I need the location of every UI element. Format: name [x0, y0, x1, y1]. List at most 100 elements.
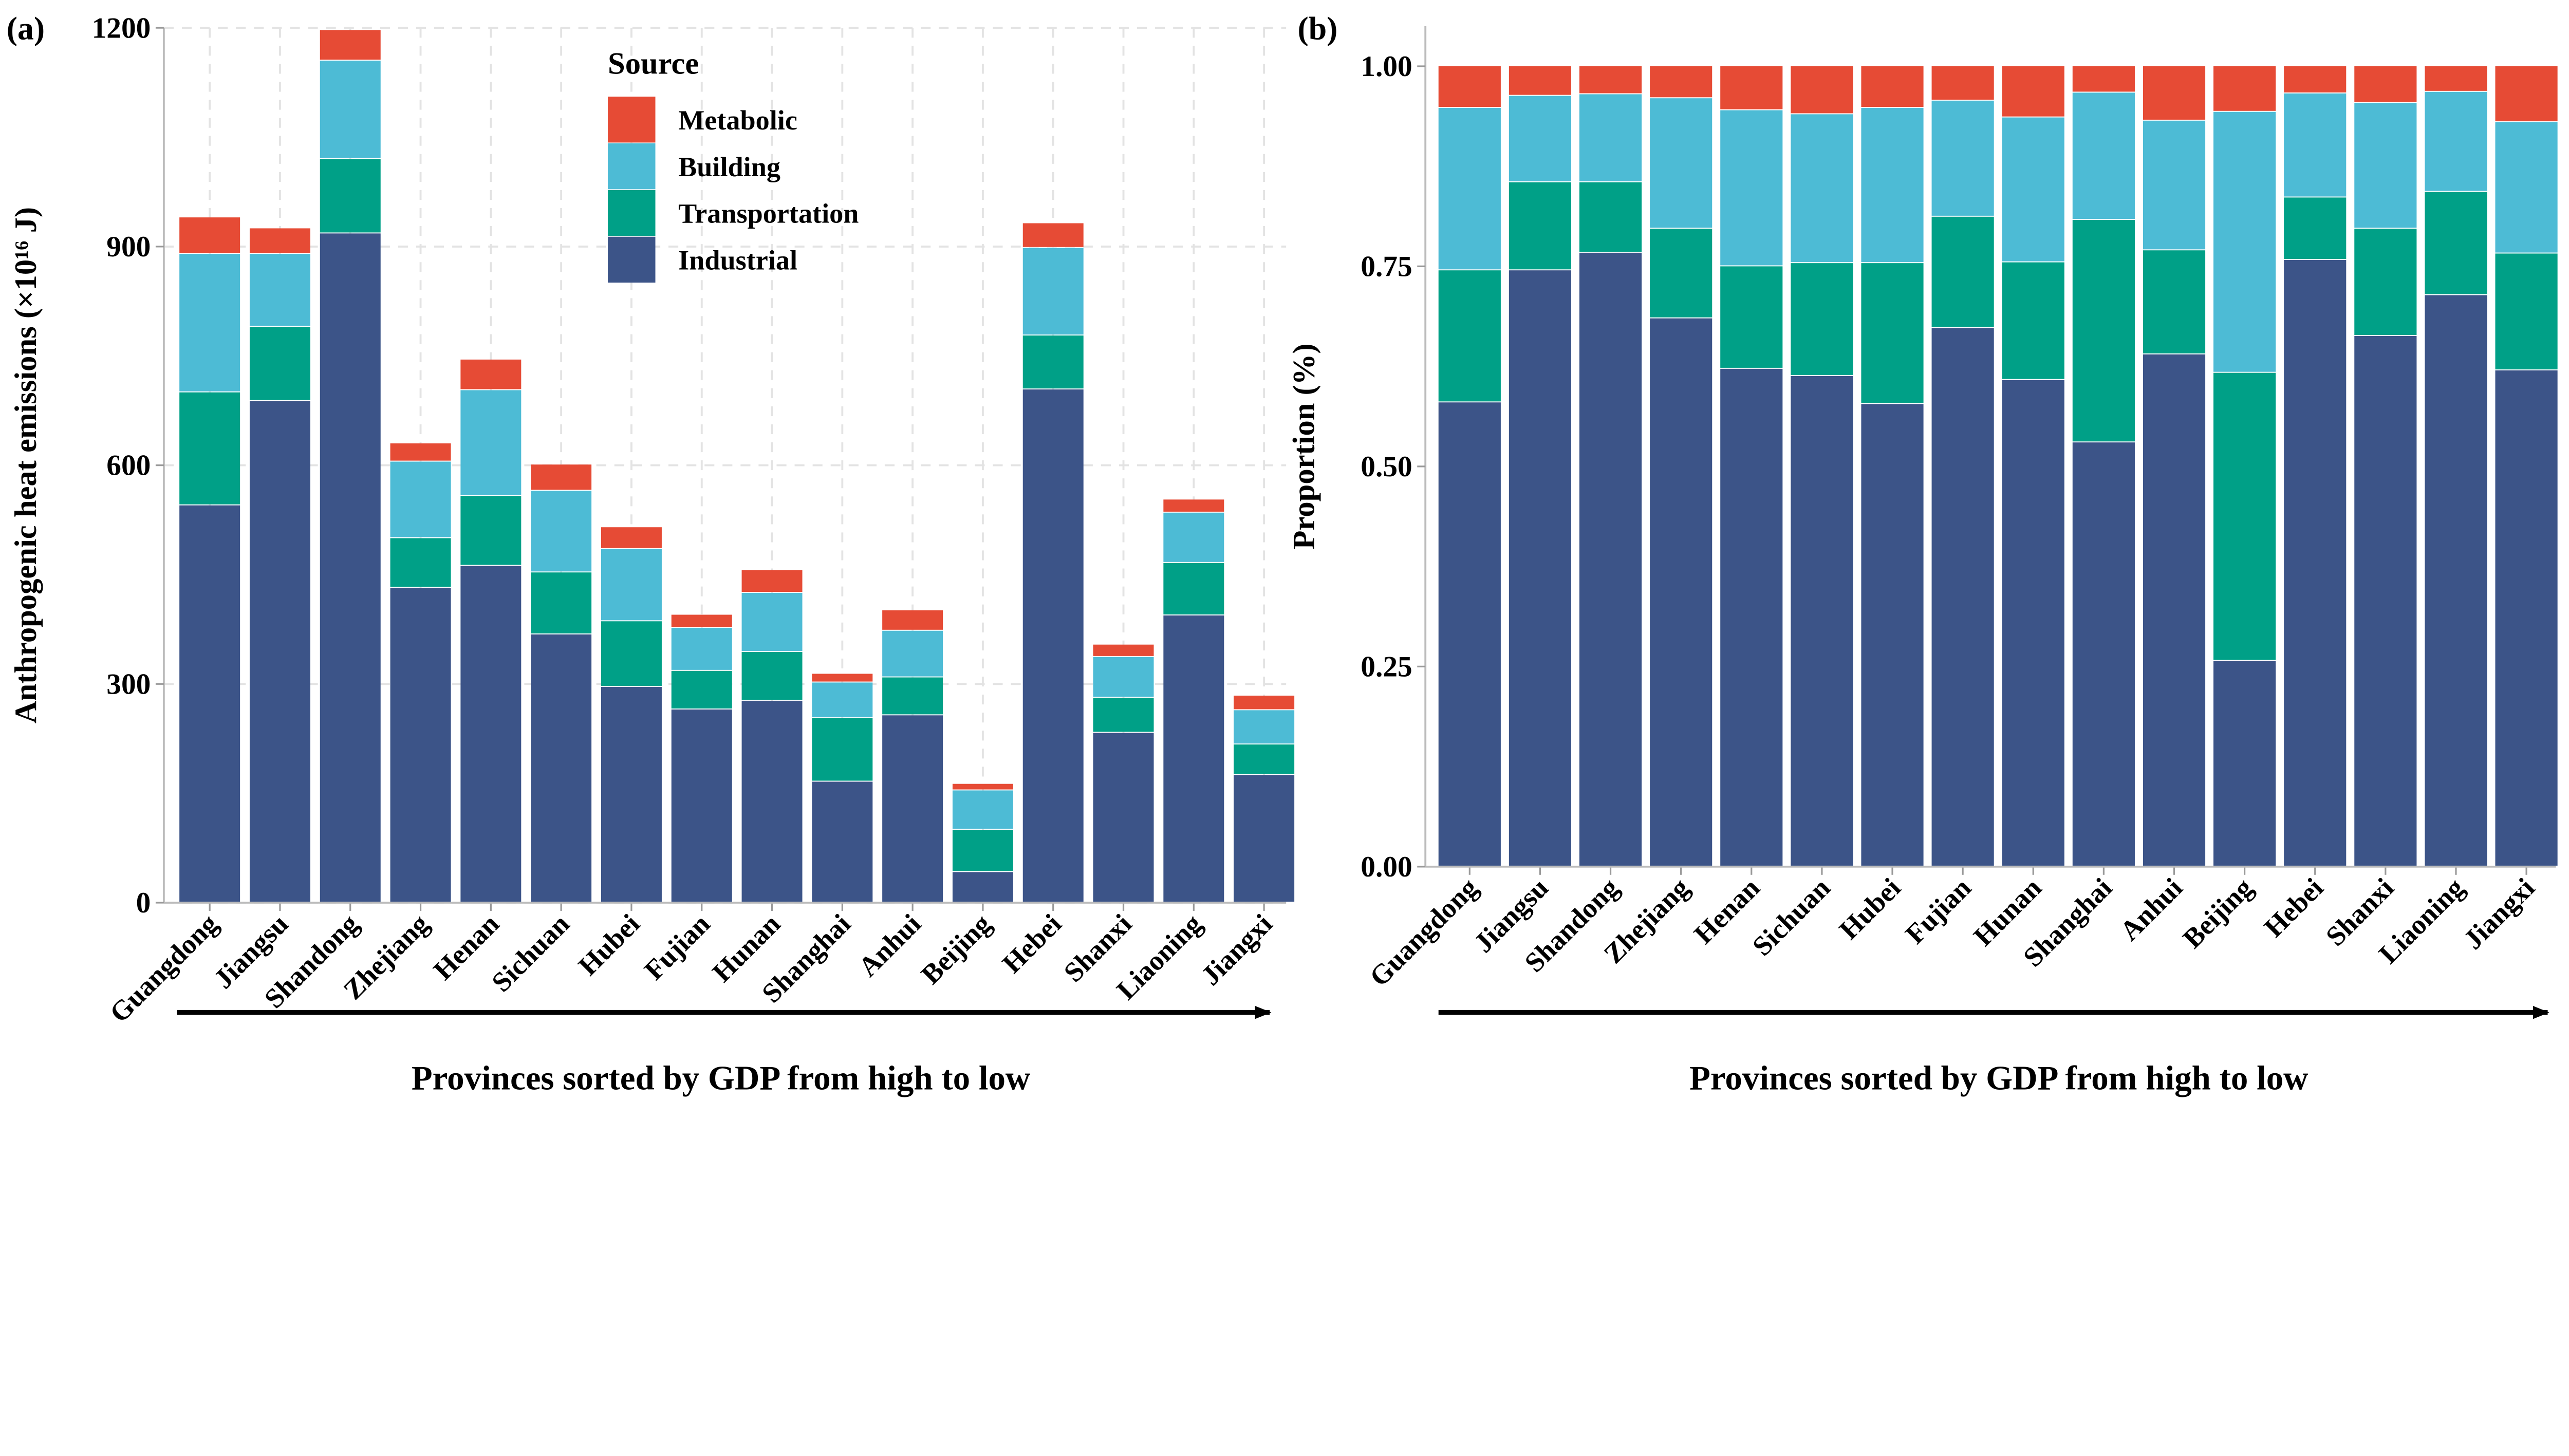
bar-transportation-shanghai: [2072, 220, 2135, 442]
y-tick-label: 0.75: [1361, 251, 1412, 283]
bar-building-hubei: [601, 549, 662, 621]
bar-metabolic-sichuan: [531, 464, 592, 490]
x-tick-label: Sichuan: [486, 908, 575, 998]
x-tick-label: Jiangxi: [1195, 908, 1278, 992]
bar-industrial-guangdong: [179, 505, 240, 902]
bar-building-shanxi: [1093, 657, 1154, 697]
bar-industrial-fujian: [1931, 328, 1994, 866]
bar-building-beijing: [2213, 111, 2276, 372]
bar-transportation-hubei: [601, 621, 662, 686]
bar-building-beijing: [952, 790, 1013, 829]
bar-building-hebei: [2284, 93, 2347, 197]
bar-building-sichuan: [531, 491, 592, 572]
bar-industrial-jiangsu: [249, 401, 310, 902]
bar-metabolic-hubei: [601, 527, 662, 548]
legend-label-industrial: Industrial: [678, 245, 797, 276]
bar-building-fujian: [1931, 100, 1994, 216]
bar-building-liaoning: [1163, 512, 1224, 562]
bar-building-henan: [460, 390, 522, 495]
bar-industrial-anhui: [2143, 354, 2206, 866]
bar-metabolic-liaoning: [1163, 499, 1224, 512]
bar-transportation-shanghai: [812, 718, 873, 781]
x-tick-label: Hebei: [996, 908, 1067, 979]
bar-metabolic-fujian: [671, 614, 732, 627]
legend-swatch-building: [608, 143, 656, 190]
legend-swatch-industrial: [608, 236, 656, 283]
bar-metabolic-jiangxi: [2495, 66, 2558, 122]
bar-building-liaoning: [2425, 91, 2487, 191]
bar-transportation-guangdong: [1438, 270, 1501, 402]
bar-industrial-guangdong: [1438, 402, 1501, 866]
bar-metabolic-anhui: [882, 610, 943, 630]
bar-building-zhejiang: [390, 461, 451, 537]
bar-transportation-jiangxi: [1234, 744, 1295, 774]
bar-transportation-liaoning: [2425, 192, 2487, 294]
bar-metabolic-shanxi: [1093, 644, 1154, 656]
bar-industrial-liaoning: [2425, 295, 2487, 866]
bar-building-zhejiang: [1650, 98, 1712, 228]
bar-building-hunan: [2002, 117, 2064, 262]
bar-transportation-anhui: [2143, 250, 2206, 353]
bar-metabolic-guangdong: [1438, 66, 1501, 107]
bar-metabolic-shandong: [320, 30, 381, 60]
bar-metabolic-liaoning: [2425, 66, 2487, 91]
bar-metabolic-henan: [460, 359, 522, 389]
bar-metabolic-hebei: [2284, 66, 2347, 92]
x-axis-label: Provinces sorted by GDP from high to low: [412, 1059, 1031, 1097]
bar-transportation-hunan: [741, 651, 803, 700]
bar-metabolic-anhui: [2143, 66, 2206, 120]
bar-metabolic-henan: [1720, 66, 1783, 109]
bar-industrial-anhui: [882, 715, 943, 902]
panel-label: (a): [7, 10, 45, 47]
bar-industrial-shandong: [320, 233, 381, 902]
figure: GuangdongJiangsuShandongZhejiangHenanSic…: [7, 10, 2558, 1097]
bar-transportation-shandong: [320, 159, 381, 233]
bar-transportation-zhejiang: [390, 538, 451, 587]
bar-industrial-hunan: [741, 700, 803, 902]
bar-building-shanghai: [812, 682, 873, 718]
bar-metabolic-jiangxi: [1234, 696, 1295, 710]
y-tick-label: 0.50: [1361, 451, 1412, 483]
bar-industrial-hebei: [1022, 389, 1084, 902]
bar-metabolic-hubei: [1861, 66, 1924, 107]
x-tick-label: Hubei: [572, 908, 646, 982]
bar-building-hebei: [1022, 248, 1084, 335]
bar-metabolic-shanghai: [2072, 66, 2135, 92]
bar-building-sichuan: [1791, 114, 1853, 263]
bar-industrial-hubei: [601, 686, 662, 902]
bar-industrial-jiangsu: [1509, 270, 1572, 866]
bar-building-anhui: [882, 630, 943, 677]
bar-industrial-shandong: [1579, 252, 1642, 866]
bar-building-hubei: [1861, 107, 1924, 263]
bar-metabolic-zhejiang: [390, 443, 451, 461]
bar-industrial-shanghai: [2072, 442, 2135, 866]
legend-label-building: Building: [678, 152, 780, 182]
legend-swatch-transportation: [608, 190, 656, 236]
bar-industrial-jiangxi: [2495, 370, 2558, 866]
bar-building-hunan: [741, 592, 803, 651]
bar-industrial-hubei: [1861, 404, 1924, 866]
bar-building-shanghai: [2072, 92, 2135, 219]
x-tick-label: Guangdong: [1364, 872, 1484, 993]
y-tick-label: 1200: [92, 12, 151, 44]
bar-transportation-anhui: [882, 677, 943, 715]
panel-label: (b): [1297, 10, 1337, 47]
bar-transportation-jiangsu: [1509, 182, 1572, 270]
bar-transportation-fujian: [671, 670, 732, 709]
y-axis-label: Proportion (%): [1287, 343, 1321, 549]
bar-metabolic-hebei: [1022, 223, 1084, 247]
bar-industrial-liaoning: [1163, 615, 1224, 902]
bar-transportation-hebei: [2284, 197, 2347, 259]
bar-metabolic-shandong: [1579, 66, 1642, 94]
bar-industrial-henan: [1720, 368, 1783, 866]
bar-metabolic-shanghai: [812, 674, 873, 682]
bar-building-fujian: [671, 628, 732, 670]
bar-transportation-guangdong: [179, 392, 240, 505]
x-tick-label: Fujian: [638, 908, 716, 986]
bar-metabolic-shanxi: [2354, 66, 2417, 102]
bar-building-jiangxi: [1234, 710, 1295, 744]
y-tick-label: 900: [106, 231, 151, 263]
bar-building-jiangsu: [249, 254, 310, 326]
x-tick-label: Anhui: [852, 908, 927, 983]
y-tick-label: 0.25: [1361, 651, 1412, 683]
